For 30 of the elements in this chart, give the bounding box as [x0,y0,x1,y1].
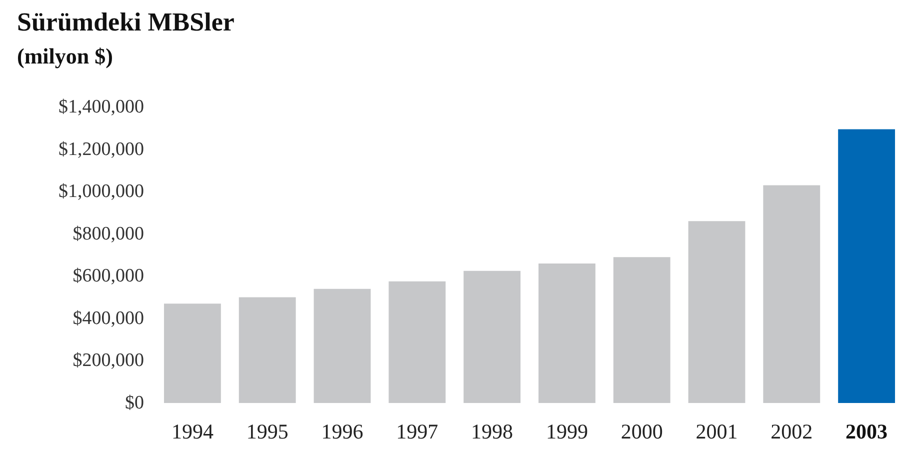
y-tick-label: $1,400,000 [58,96,144,118]
bar [464,270,521,403]
bar [763,185,820,403]
bar [314,288,371,403]
chart-subtitle: (milyon $) [17,44,113,68]
y-tick-label: $400,000 [72,308,144,329]
y-tick-label: $0 [125,392,144,414]
bar [388,281,446,403]
y-tick-label: $200,000 [72,350,144,372]
y-tick-label: $1,000,000 [58,181,144,202]
x-tick-label: 2001 [696,420,738,444]
y-tick-label: $800,000 [72,223,144,244]
bar [688,221,746,403]
x-tick-label: 2000 [620,420,663,444]
x-tick-label: 2002 [770,420,813,444]
bar [838,129,896,403]
chart-title: Sürümdeki MBSler [17,8,234,36]
x-tick-label: 1994 [171,420,214,444]
x-tick-label: 1999 [546,420,588,444]
bar [164,304,221,403]
x-tick-label: 1997 [396,420,438,444]
y-tick-label: $1,200,000 [58,138,144,160]
x-tick-label: 1995 [246,420,288,444]
bar [538,263,596,403]
x-tick-label: 2003 [846,420,888,444]
bar [238,297,296,403]
x-tick-label: 1996 [321,420,364,444]
y-tick-label: $600,000 [72,266,144,287]
bar [613,257,670,403]
x-tick-label: 1998 [471,420,514,444]
